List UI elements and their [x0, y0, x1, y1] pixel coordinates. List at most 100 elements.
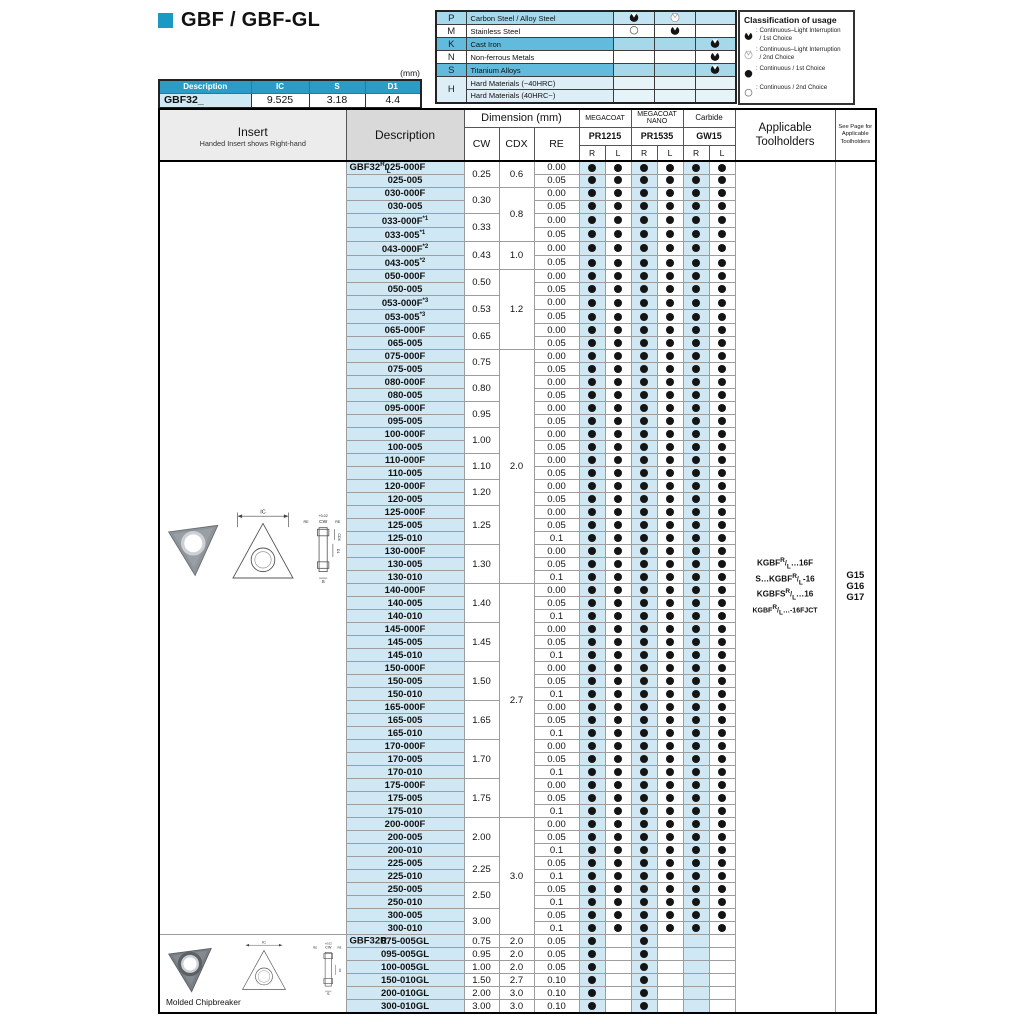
availability-cell [708, 557, 736, 572]
availability-dot-icon [666, 469, 675, 478]
re-cell: 0.05 [533, 362, 580, 377]
pac-open-icon [670, 12, 680, 24]
insert-drawing-front: IC [241, 940, 286, 990]
availability-cell [656, 661, 684, 676]
availability-cell [682, 947, 710, 962]
insert-drawing-side: +0.02 CW RE RE D1 S [313, 941, 342, 996]
spec-header-ic: IC [250, 79, 310, 94]
re-cell: 0.00 [533, 349, 580, 364]
availability-cell [578, 466, 606, 481]
availability-cell [708, 921, 736, 936]
svg-text:+0.02: +0.02 [324, 941, 332, 945]
availability-dot-icon [666, 911, 675, 920]
availability-cell [656, 804, 684, 819]
availability-dot-icon [718, 716, 727, 725]
availability-dot-icon [692, 547, 701, 556]
availability-dot-icon [718, 365, 727, 374]
insert-illustration: IC +0.02 CW RE RE CDX D1 S [160, 506, 345, 590]
availability-dot-icon [588, 781, 597, 790]
availability-cell [578, 349, 606, 364]
svg-text:CDX: CDX [337, 534, 341, 542]
availability-dot-icon [692, 417, 701, 426]
table-row: 145-000F 1.45 0.00 [159, 622, 876, 663]
legend-title: Classification of usage [744, 15, 837, 25]
availability-dot-icon [692, 339, 701, 348]
availability-dot-icon [640, 651, 649, 660]
availability-cell [708, 466, 736, 481]
availability-dot-icon [588, 272, 597, 281]
material-usage-cell [612, 24, 655, 38]
availability-dot-icon [588, 365, 597, 374]
availability-cell [708, 752, 736, 767]
availability-dot-icon [692, 298, 701, 307]
availability-dot-icon [718, 807, 727, 816]
re-cell: 0.00 [533, 817, 580, 832]
availability-cell [604, 492, 632, 507]
re-cell: 0.10 [533, 999, 580, 1014]
availability-dot-icon [588, 285, 597, 294]
availability-cell [630, 401, 658, 416]
availability-dot-icon [718, 599, 727, 608]
availability-dot-icon [588, 258, 597, 267]
availability-cell [604, 160, 632, 175]
availability-dot-icon [718, 729, 727, 738]
description-cell: 165-000F [345, 700, 465, 715]
availability-dot-icon [718, 430, 727, 439]
material-row: S Titanium Alloys [435, 63, 737, 77]
description-cell: 053-005*3 [345, 309, 465, 325]
svg-text:RE: RE [313, 945, 317, 949]
availability-cell [604, 375, 632, 390]
table-row: 200-010 0.1 [159, 843, 876, 858]
availability-cell [682, 295, 710, 311]
availability-cell [578, 635, 606, 650]
availability-cell [604, 531, 632, 546]
availability-dot-icon [640, 456, 649, 465]
description-cell: 080-005 [345, 388, 465, 403]
re-cell: 0.05 [533, 557, 580, 572]
description-cell: 043-005*2 [345, 254, 465, 271]
svg-text:CW: CW [325, 945, 332, 949]
availability-cell [708, 186, 736, 201]
availability-dot-icon [666, 378, 675, 387]
availability-dot-icon [666, 534, 675, 543]
availability-dot-icon [640, 638, 649, 647]
availability-cell [604, 635, 632, 650]
availability-cell [708, 778, 736, 793]
re-cell: 0.05 [533, 674, 580, 689]
availability-dot-icon [718, 573, 727, 582]
availability-cell [682, 609, 710, 624]
availability-cell [656, 518, 684, 533]
material-name: Carbon Steel / Alloy Steel [465, 10, 614, 25]
availability-cell [682, 869, 710, 884]
availability-cell [604, 908, 632, 923]
description-cell: 130-005 [345, 557, 465, 572]
availability-cell [682, 186, 710, 201]
availability-dot-icon [718, 885, 727, 894]
re-cell: 0.05 [533, 791, 580, 806]
cw-cell: 0.65 [463, 323, 500, 351]
availability-dot-icon [718, 298, 727, 307]
description-cell: 200-010GL [345, 986, 465, 1001]
re-header: RE [533, 126, 580, 162]
legend-item-text: : Continuous / 1st Choice [756, 65, 826, 72]
availability-dot-icon [614, 885, 623, 894]
availability-cell [708, 817, 736, 832]
spec-header-d1: D1 [364, 79, 422, 94]
cw-cell: 0.80 [463, 375, 500, 403]
availability-cell [708, 531, 736, 546]
table-row: 200-005 0.05 [159, 830, 876, 845]
availability-dot-icon [640, 1002, 649, 1011]
availability-dot-icon [588, 807, 597, 816]
cw-header: CW [463, 126, 500, 162]
availability-dot-icon [666, 716, 675, 725]
availability-dot-icon [692, 664, 701, 673]
availability-dot-icon [640, 586, 649, 595]
table-row: 150-005 0.05 [159, 674, 876, 689]
description-cell: 050-000F [345, 269, 465, 284]
availability-cell [708, 609, 736, 624]
availability-dot-icon [588, 937, 597, 946]
availability-dot-icon [614, 560, 623, 569]
re-cell: 0.00 [533, 700, 580, 715]
availability-cell [630, 778, 658, 793]
availability-cell [708, 544, 736, 559]
